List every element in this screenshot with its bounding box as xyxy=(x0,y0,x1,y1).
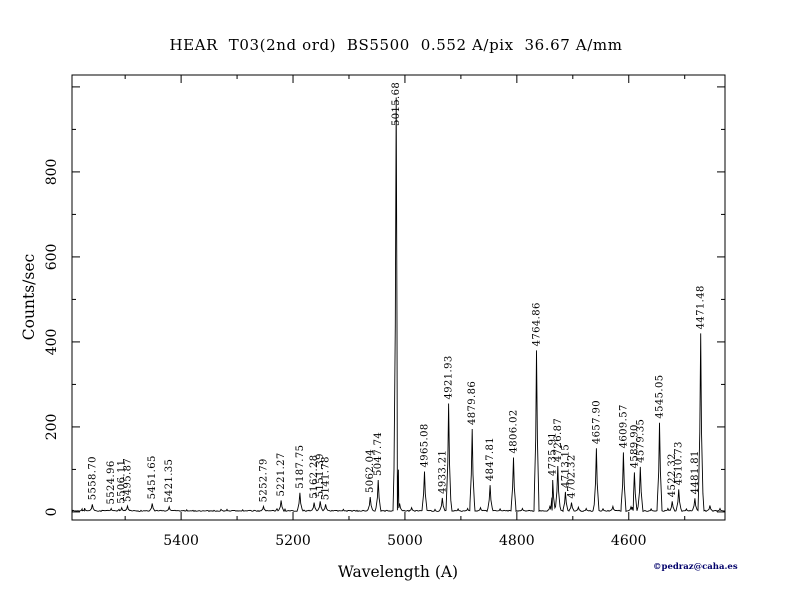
peak-label: 5047.74 xyxy=(373,432,384,476)
peak-label: 5187.75 xyxy=(295,445,306,489)
peak-label: 4921.93 xyxy=(444,355,455,399)
peak-label: 5015.68 xyxy=(391,82,402,126)
watermark: ©pedraz@caha.es xyxy=(653,562,738,572)
peak-label: 4471.48 xyxy=(696,285,707,329)
y-tick-label: 800 xyxy=(44,159,60,186)
peak-label: 5421.35 xyxy=(164,459,175,503)
x-tick-label: 5400 xyxy=(163,533,199,549)
peak-label: 5506.11 xyxy=(117,460,128,504)
peak-label: 4806.02 xyxy=(508,409,519,453)
peak-label: 5062.04 xyxy=(365,449,376,493)
y-axis-label: Counts/sec xyxy=(20,254,38,340)
peak-label: 5141.78 xyxy=(321,456,332,500)
peak-label: 4713.15 xyxy=(560,444,571,488)
x-tick-label: 4800 xyxy=(499,533,535,549)
x-axis-label: Wavelength (A) xyxy=(338,563,458,581)
peak-label: 4847.81 xyxy=(485,437,496,481)
peak-label: 5558.70 xyxy=(87,456,98,500)
x-tick-label: 4600 xyxy=(611,533,647,549)
spectrum-trace xyxy=(71,97,726,513)
peak-label: 4735.91 xyxy=(548,432,559,476)
peak-label: 5495.87 xyxy=(122,458,133,502)
peak-label: 5451.65 xyxy=(147,455,158,499)
peak-label: 5252.79 xyxy=(258,458,269,502)
peak-label: 5162.28 xyxy=(309,454,320,498)
x-tick-label: 5000 xyxy=(387,533,423,549)
peak-label: 4481.81 xyxy=(690,450,701,494)
peak-label: 5524.96 xyxy=(106,460,117,504)
y-tick-label: 0 xyxy=(44,507,60,516)
y-tick-label: 400 xyxy=(44,329,60,356)
x-tick-label: 5200 xyxy=(275,533,311,549)
peak-label: 4510.73 xyxy=(674,441,685,485)
peak-label: 4545.05 xyxy=(655,375,666,419)
y-tick-label: 600 xyxy=(44,244,60,271)
y-tick-label: 200 xyxy=(44,414,60,441)
peak-label: 4657.90 xyxy=(591,400,602,444)
peak-label: 4879.86 xyxy=(467,381,478,425)
peak-label: 4589.90 xyxy=(629,424,640,468)
peak-label: 4933.21 xyxy=(437,450,448,494)
peak-label: 5151.39 xyxy=(315,453,326,497)
peak-label: 4609.57 xyxy=(618,404,629,448)
plot-frame xyxy=(71,74,726,521)
peak-label: 4579.35 xyxy=(635,419,646,463)
peak-label: 5221.27 xyxy=(276,452,287,496)
peak-label: 4965.08 xyxy=(419,423,430,467)
peak-label: 4522.32 xyxy=(667,453,678,497)
peak-label: 4702.32 xyxy=(567,454,578,498)
plot-title: HEAR T03(2nd ord) BS5500 0.552 A/pix 36.… xyxy=(169,36,623,54)
peak-label: 4764.86 xyxy=(532,302,543,346)
peak-label: 4726.87 xyxy=(553,418,564,462)
